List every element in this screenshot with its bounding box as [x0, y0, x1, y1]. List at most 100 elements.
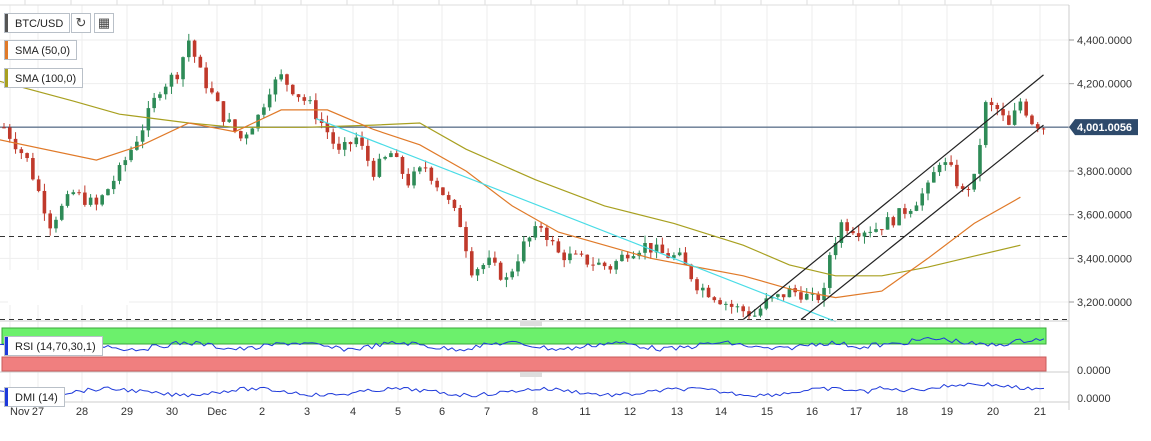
sma50-legend[interactable]: SMA (50,0) — [4, 40, 78, 60]
candle-body — [1030, 115, 1034, 125]
candle-body — [204, 67, 208, 89]
dmi-legend[interactable]: DMI (14) — [4, 387, 65, 407]
candle-body — [446, 195, 451, 200]
candle-body — [573, 253, 578, 255]
x-tick-label: 18 — [896, 406, 908, 418]
candle-body — [1024, 101, 1028, 116]
y-tick-label: 4,400.0000 — [1077, 35, 1132, 47]
candle-body — [406, 173, 411, 186]
candle-body — [510, 271, 514, 278]
candle-body — [7, 127, 12, 139]
channel-lower — [800, 124, 1044, 320]
blank-overlay — [8, 270, 129, 305]
candle-body — [117, 165, 122, 181]
pair-legend[interactable]: BTC/USD — [4, 13, 71, 33]
candle-body — [521, 241, 526, 262]
grid-icon[interactable]: ▦ — [94, 13, 114, 33]
candle-body — [83, 192, 87, 205]
rsi-line — [0, 336, 1045, 352]
x-tick-label: 13 — [671, 406, 683, 418]
candle-body — [504, 277, 509, 280]
candle-body — [441, 187, 445, 196]
candle-body — [995, 105, 1000, 110]
x-tick-label: Dec — [207, 406, 227, 418]
x-tick-label: 8 — [532, 406, 538, 418]
candle-body — [591, 264, 595, 266]
candle-body — [498, 262, 503, 280]
candle-body — [695, 279, 699, 291]
y-tick-label: 3,600.0000 — [1077, 210, 1132, 222]
candle-body — [920, 193, 925, 206]
candle-body — [908, 210, 913, 214]
candle-body — [146, 108, 151, 131]
candle-body — [383, 157, 387, 159]
candle-body — [13, 138, 18, 150]
candle-body — [810, 293, 815, 295]
candle-body — [221, 101, 226, 122]
candle-body — [250, 128, 255, 135]
candle-body — [718, 300, 722, 305]
x-tick-label: 5 — [395, 406, 401, 418]
candle-body — [100, 195, 104, 205]
candle-body — [949, 162, 953, 165]
x-tick-label: 7 — [484, 406, 490, 418]
candle-body — [227, 119, 232, 122]
candle-body — [77, 192, 81, 194]
x-tick-label: 11 — [579, 406, 590, 418]
candle-body — [181, 57, 185, 80]
candle-body — [851, 230, 855, 234]
x-tick-label: 16 — [806, 406, 818, 418]
candle-body — [106, 189, 110, 196]
candle-body — [856, 233, 861, 237]
candle-body — [943, 162, 948, 165]
candle-body — [672, 255, 676, 258]
candle-body — [585, 254, 590, 265]
candle-body — [187, 40, 191, 58]
candle-body — [937, 164, 942, 173]
candle-body — [429, 167, 434, 181]
candle-body — [822, 287, 826, 301]
candle-body — [914, 205, 919, 211]
candle-body — [48, 213, 52, 229]
candle-body — [140, 130, 145, 142]
x-tick-label: 19 — [941, 406, 953, 418]
x-tick-label: 3 — [304, 406, 310, 418]
candle-body — [458, 207, 463, 228]
candle-body — [59, 205, 64, 220]
candle-body — [54, 219, 58, 229]
candle-body — [354, 137, 359, 145]
candle-body — [348, 142, 353, 145]
x-tick-label: 14 — [715, 406, 727, 418]
candle-body — [700, 287, 705, 291]
candle-body — [602, 262, 607, 267]
candle-body — [764, 298, 769, 309]
candle-body — [2, 127, 6, 129]
indicator-lines — [0, 74, 1044, 323]
candle-body — [955, 164, 959, 187]
rsi-axis-label: 0.0000 — [1077, 365, 1111, 377]
candle-body — [868, 231, 873, 233]
time-axis: Nov 27 28 29 30 Dec 2 3 4 5 6 7 8 11 12 13 14 15 16 17 18 19 2… — [0, 401, 1069, 418]
candle-body — [787, 288, 792, 298]
candle-body — [897, 208, 901, 226]
candle-body — [337, 143, 341, 150]
candle-body — [1035, 124, 1040, 129]
candle-body — [776, 294, 780, 297]
candle-body — [1007, 115, 1011, 125]
candle-body — [215, 92, 220, 102]
candle-body — [25, 153, 29, 159]
x-tick-label: 2 — [259, 406, 265, 418]
candle-body — [169, 74, 174, 87]
candle-body — [770, 296, 774, 299]
candle-body — [342, 142, 347, 150]
sma100-legend[interactable]: SMA (100,0) — [4, 68, 84, 88]
candle-body — [966, 188, 971, 190]
candle-body — [163, 86, 168, 95]
candle-body — [689, 264, 694, 280]
rsi-legend[interactable]: RSI (14,70,30,1) — [4, 336, 103, 356]
candle-body — [412, 171, 416, 186]
candle-body — [19, 149, 24, 154]
candle-body — [88, 197, 93, 205]
refresh-icon[interactable]: ↻ — [71, 13, 91, 33]
